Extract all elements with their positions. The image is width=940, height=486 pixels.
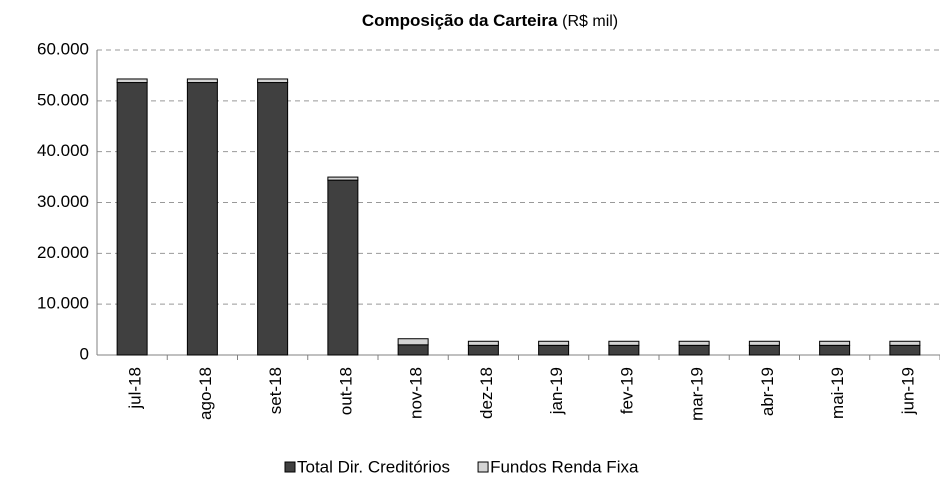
bar-segment: [397, 338, 429, 346]
bar-segment: [116, 78, 148, 84]
x-tick-label: fev-19: [617, 367, 636, 414]
x-tick-label: set-18: [266, 367, 285, 414]
bar-segment: [748, 340, 780, 346]
x-tick-label: jan-19: [547, 367, 566, 415]
y-tick-label: 20.000: [37, 243, 89, 262]
legend-label: Total Dir. Creditórios: [297, 457, 450, 476]
legend-swatch: [284, 461, 296, 473]
bar-segment: [327, 176, 359, 181]
y-tick-label: 60.000: [37, 39, 89, 58]
bar-segment: [538, 340, 570, 346]
bar-segment: [257, 82, 289, 356]
bar-segment: [116, 82, 148, 356]
y-tick-label: 40.000: [37, 141, 89, 160]
bar-segment: [819, 340, 851, 346]
bar-segment: [327, 179, 359, 356]
chart-title: Composição da Carteira (R$ mil): [362, 11, 618, 30]
legend-swatch: [477, 461, 489, 473]
bar-segment: [186, 78, 218, 84]
y-tick-label: 0: [80, 344, 89, 363]
legend-label: Fundos Renda Fixa: [490, 457, 639, 476]
bar-segment: [819, 344, 851, 356]
bar-segment: [678, 344, 710, 356]
bar-segment: [608, 340, 640, 346]
bar-segment: [257, 78, 289, 84]
bar-segment: [467, 340, 499, 346]
y-tick-label: 50.000: [37, 90, 89, 109]
x-tick-label: mar-19: [688, 367, 707, 421]
x-tick-label: ago-18: [196, 367, 215, 420]
x-tick-label: mai-19: [828, 367, 847, 419]
bar-segment: [186, 82, 218, 356]
bar-segment: [538, 344, 570, 356]
y-tick-label: 10.000: [37, 294, 89, 313]
title-unit: (R$ mil): [562, 13, 618, 30]
bar-segment: [397, 344, 429, 356]
bar-segment: [748, 344, 780, 356]
bar-segment: [467, 344, 499, 356]
y-tick-label: 30.000: [37, 192, 89, 211]
x-tick-label: abr-19: [758, 367, 777, 416]
x-tick-label: jun-19: [898, 367, 917, 415]
bar-segment: [678, 340, 710, 346]
x-tick-label: out-18: [336, 367, 355, 415]
bar-segment: [608, 344, 640, 356]
x-tick-label: jul-18: [126, 367, 145, 410]
bar-segment: [889, 344, 921, 356]
title-main: Composição da Carteira: [362, 11, 558, 30]
x-tick-label: nov-18: [407, 367, 426, 419]
bar-segment: [889, 340, 921, 346]
x-tick-label: dez-18: [477, 367, 496, 419]
